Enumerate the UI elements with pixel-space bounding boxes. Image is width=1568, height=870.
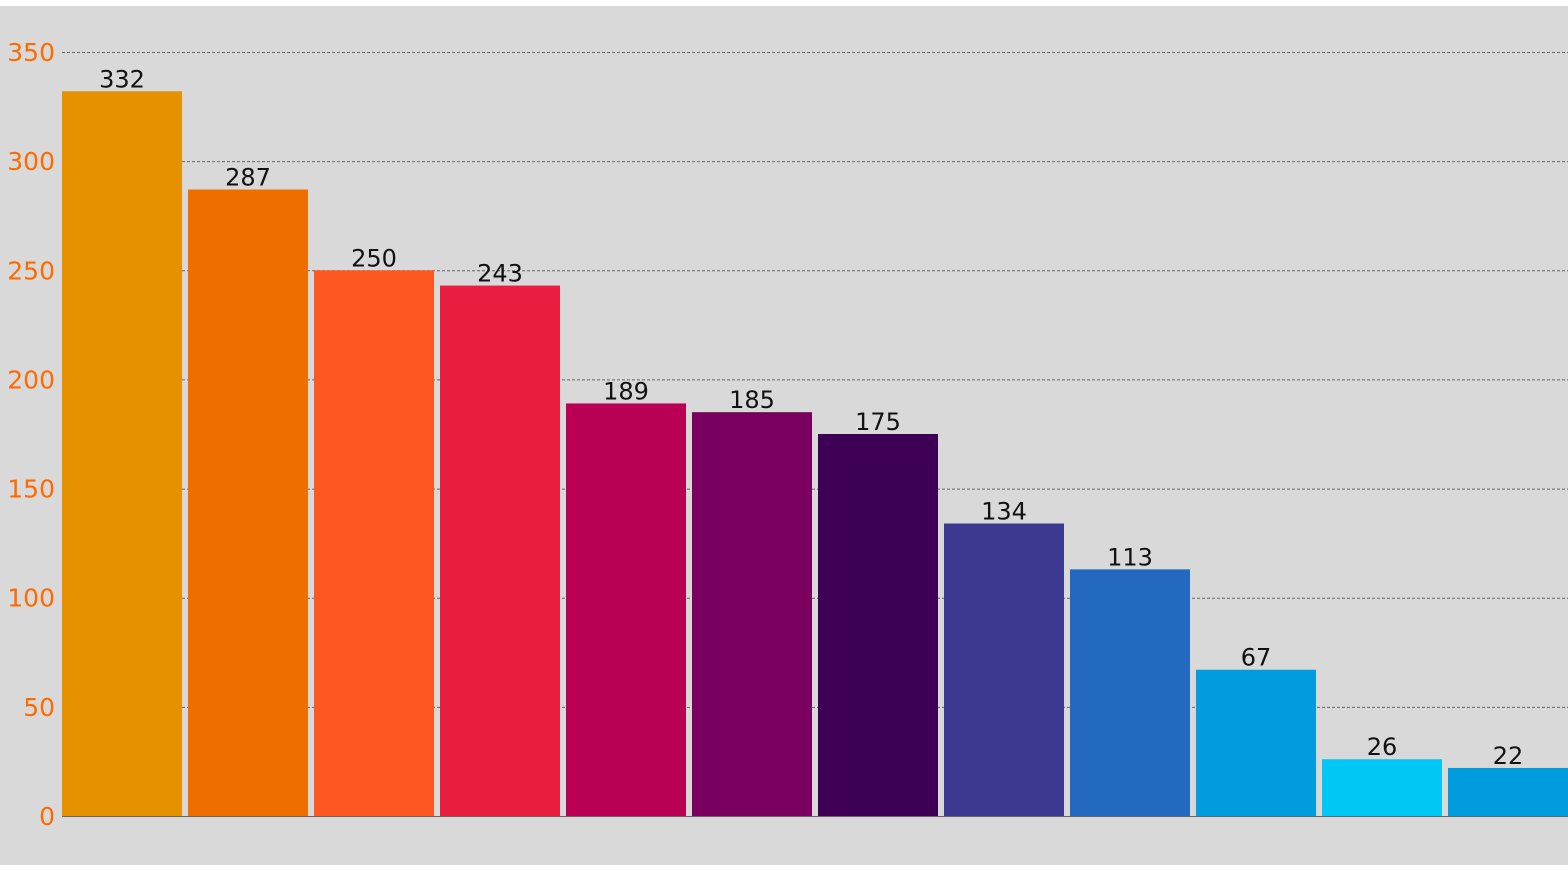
data-label-1: 332 [99, 65, 145, 93]
data-label-3: 250 [351, 244, 397, 272]
bar-6 [692, 412, 812, 816]
data-label-2: 287 [225, 164, 271, 192]
data-label-8: 134 [981, 497, 1027, 525]
data-label-5: 189 [603, 377, 649, 405]
y-tick-label-200: 200 [7, 365, 55, 394]
y-tick-label-350: 350 [7, 38, 55, 67]
bar-4 [440, 285, 560, 817]
data-label-11: 26 [1367, 733, 1398, 761]
data-label-7: 175 [855, 408, 901, 436]
y-tick-label-100: 100 [7, 584, 55, 613]
y-tick-label-150: 150 [7, 475, 55, 504]
bar-2 [188, 189, 308, 816]
bar-12 [1448, 767, 1568, 816]
y-tick-label-300: 300 [7, 147, 55, 176]
y-axis-tick-labels: 0 50 100 150 200 250 300 350 [7, 38, 55, 831]
bar-11 [1322, 759, 1442, 816]
bar-5 [566, 403, 686, 816]
bar-10 [1196, 669, 1316, 816]
data-label-6: 185 [729, 386, 775, 414]
bar-1 [62, 91, 182, 816]
bar-9 [1070, 569, 1190, 816]
bars [62, 91, 1568, 817]
y-tick-label-250: 250 [7, 256, 55, 285]
data-label-12: 22 [1493, 742, 1524, 770]
data-label-9: 113 [1107, 543, 1153, 571]
data-labels: 332 287 250 243 189 185 175 134 113 67 26 22 [99, 65, 1523, 770]
data-label-10: 67 [1241, 644, 1272, 672]
bar-8 [944, 523, 1064, 816]
gridlines [62, 52, 1568, 817]
data-label-4: 243 [477, 260, 523, 288]
y-tick-label-0: 0 [39, 802, 55, 831]
bar-3 [314, 270, 434, 816]
y-tick-label-50: 50 [23, 693, 55, 722]
bar-7 [818, 434, 938, 816]
